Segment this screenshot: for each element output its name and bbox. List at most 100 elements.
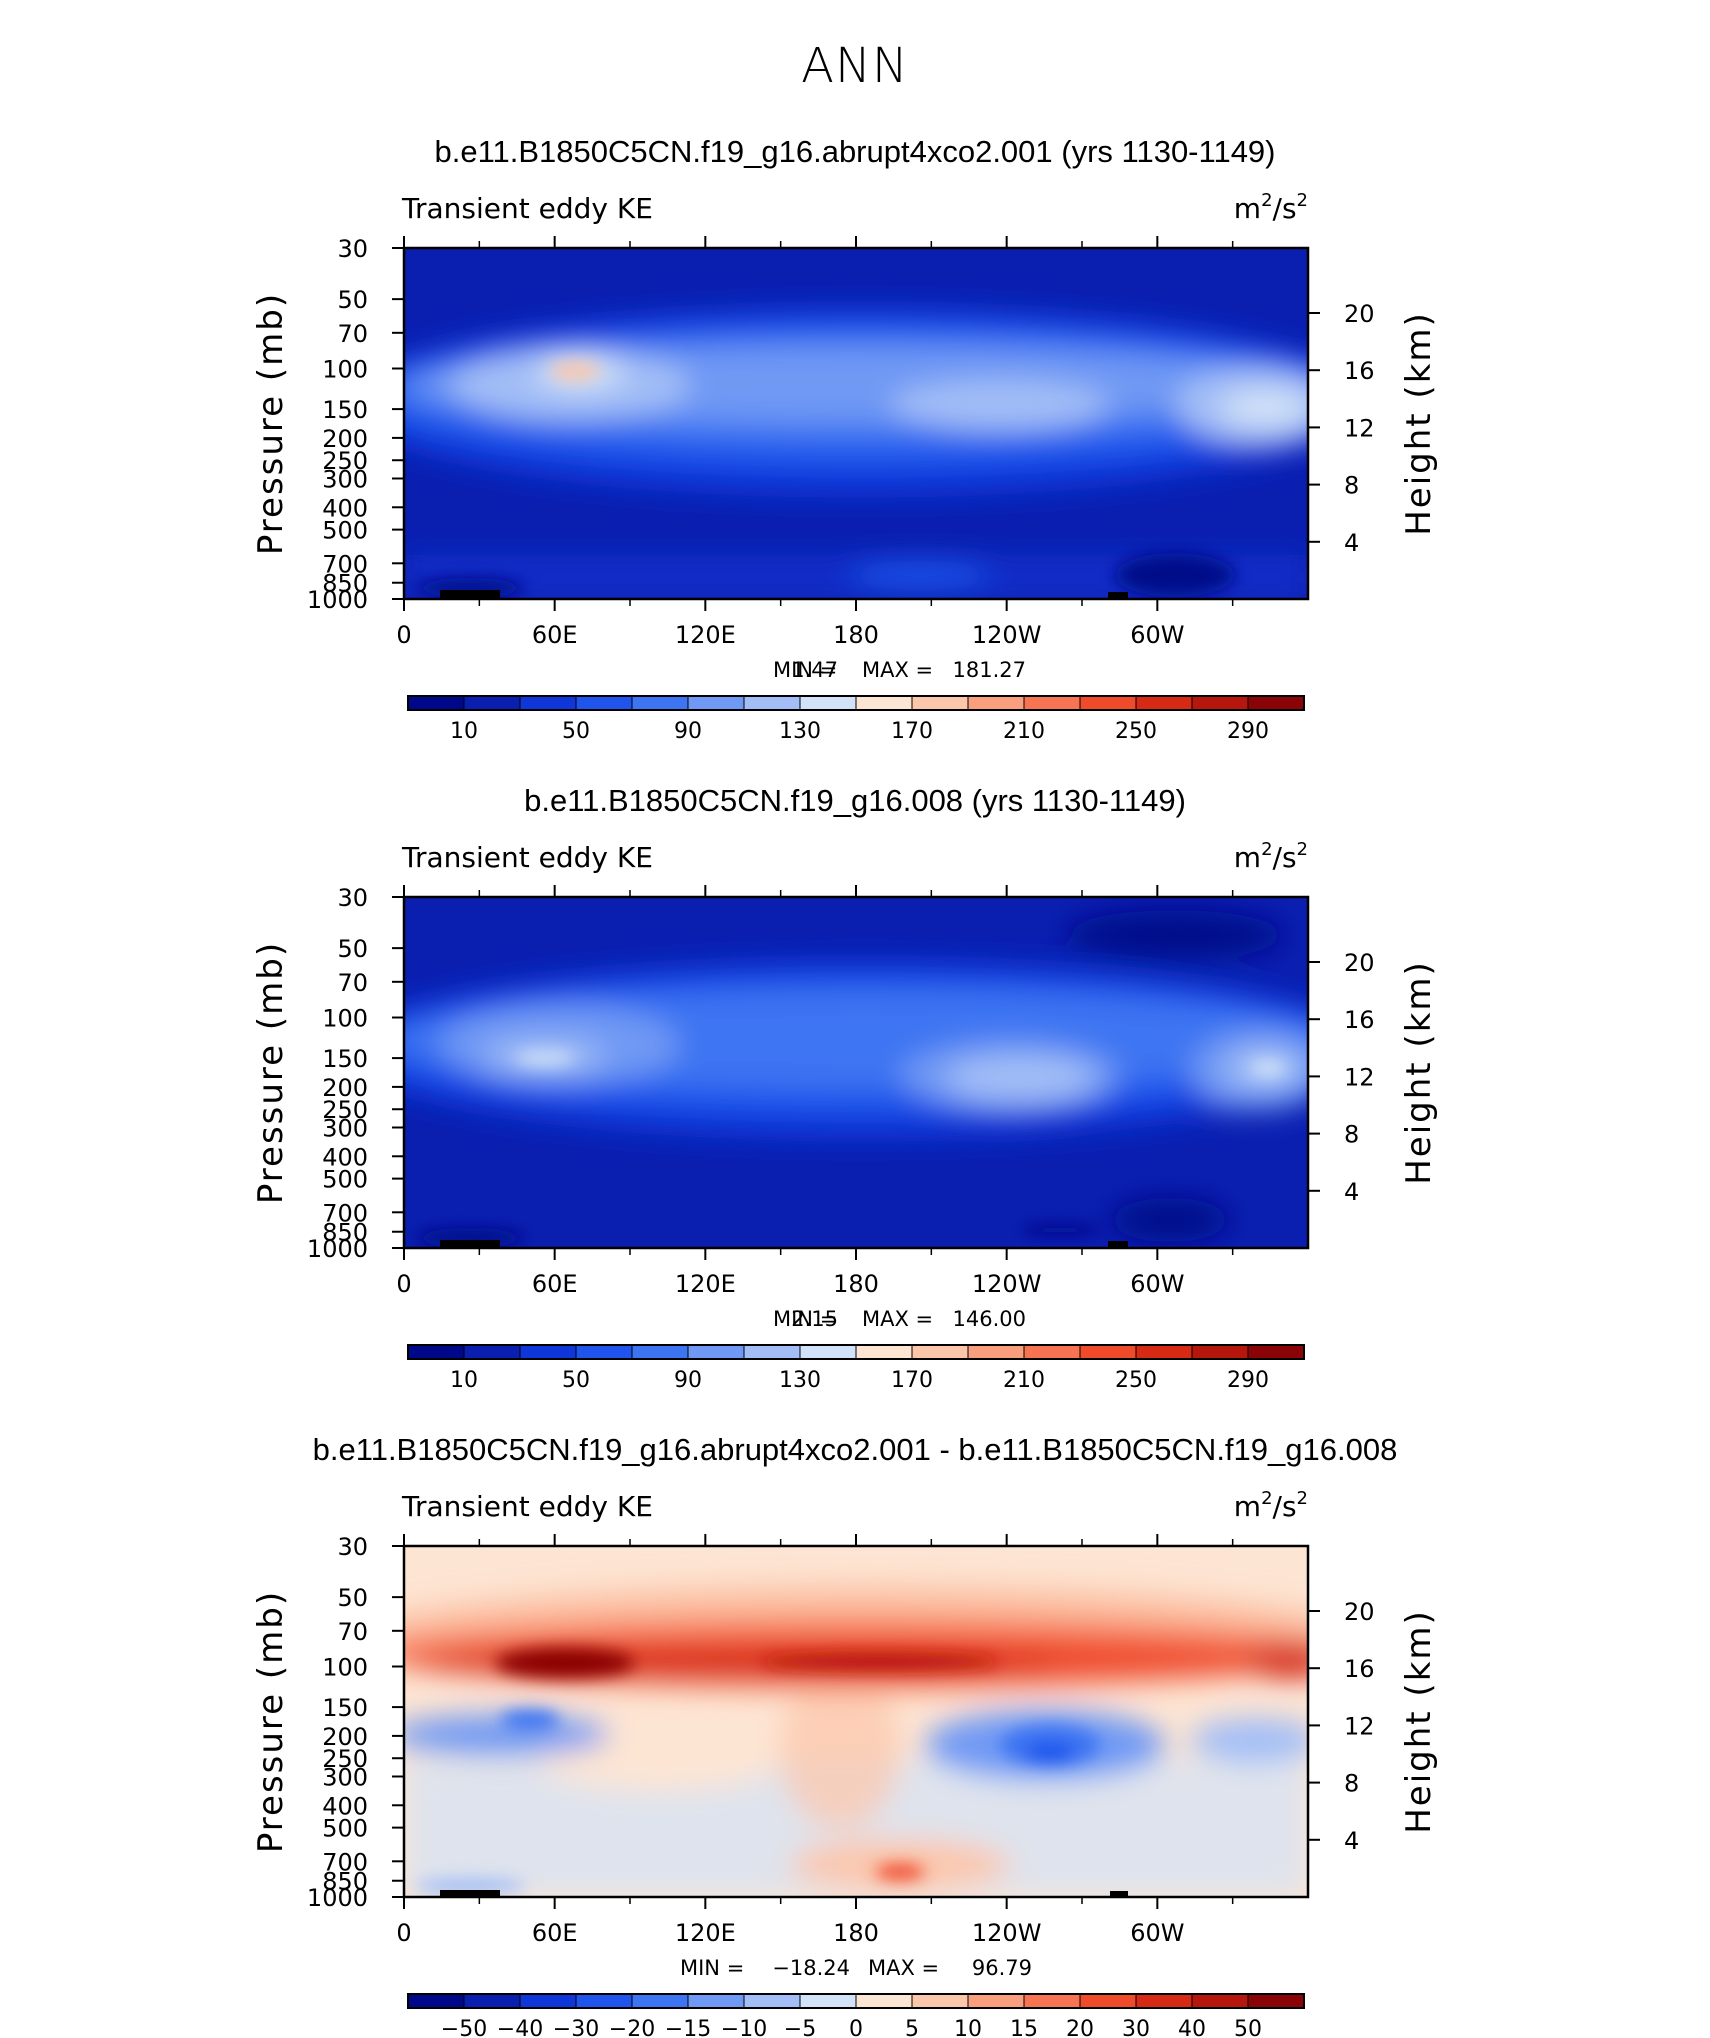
colorbar-label: −30 <box>553 2017 599 2038</box>
colorbar-swatch <box>519 695 577 711</box>
colorbar-swatch <box>967 1344 1025 1360</box>
y-tick-label: 30 <box>337 235 368 263</box>
colorbar-swatch <box>463 1344 521 1360</box>
panel-1-max-label: MAX = <box>862 658 933 682</box>
colorbar-swatch <box>687 1344 745 1360</box>
x-tick-label: 180 <box>833 621 879 649</box>
colorbar-swatch <box>855 1344 913 1360</box>
x-tick-label: 0 <box>396 1270 411 1298</box>
y2-tick-label: 12 <box>1344 1063 1375 1091</box>
colorbar-label: −15 <box>665 2017 711 2038</box>
y-axis-title: Pressure (mb) <box>251 941 291 1204</box>
y2-axis-title: Height (km) <box>1399 960 1439 1185</box>
y-tick-label: 150 <box>322 1045 368 1073</box>
y2-tick-label: 16 <box>1344 1655 1375 1683</box>
panel-2-max-label: MAX = <box>862 1307 933 1331</box>
y2-tick-label: 8 <box>1344 472 1359 500</box>
panel-1-variable-label: Transient eddy KE <box>401 192 653 225</box>
y2-tick-label: 12 <box>1344 414 1375 442</box>
x-tick-label: 0 <box>396 621 411 649</box>
colorbar-swatch <box>1191 1344 1249 1360</box>
colorbar-swatch <box>911 1344 969 1360</box>
panel-2-axes: 0 60E 120E 180 120W 60W3050701001502002503004… <box>251 884 1439 1298</box>
y-tick-label: 1000 <box>307 1884 368 1912</box>
colorbar-swatch <box>407 1993 465 2009</box>
panel-3-axes: 0 60E 120E 180 120W 60W3050701001502002503004… <box>251 1533 1439 1947</box>
panel-3-max-value: 96.79 <box>972 1956 1032 1980</box>
colorbar-swatch <box>1191 1993 1249 2009</box>
panel-3-variable-label: Transient eddy KE <box>401 1490 653 1523</box>
y-tick-label: 100 <box>322 356 368 384</box>
colorbar-swatch <box>967 1993 1025 2009</box>
colorbar-label: 90 <box>674 719 702 744</box>
colorbar-swatch <box>743 1993 801 2009</box>
colorbar-swatch <box>743 1344 801 1360</box>
x-tick-label: 120W <box>972 1270 1042 1298</box>
y2-tick-label: 20 <box>1344 949 1375 977</box>
x-tick-label: 120E <box>675 1270 736 1298</box>
y-tick-label: 100 <box>322 1005 368 1033</box>
y-tick-label: 700 <box>322 1848 368 1876</box>
colorbar-swatch <box>407 1344 465 1360</box>
colorbar-swatch <box>463 1993 521 2009</box>
panel-2: b.e11.B1850C5CN.f19_g16.008 (yrs 1130-11… <box>251 783 1439 1393</box>
colorbar-swatch <box>1247 695 1305 711</box>
colorbar-label: 50 <box>562 1368 590 1393</box>
colorbar-swatch <box>575 1344 633 1360</box>
colorbar-label: 130 <box>779 719 821 744</box>
panel-3: b.e11.B1850C5CN.f19_g16.abrupt4xco2.001 … <box>251 1432 1439 2038</box>
panel-2-min-label: MIN = <box>773 1307 837 1331</box>
x-tick-label: 60E <box>532 621 578 649</box>
colorbar-swatch <box>575 695 633 711</box>
y-tick-label: 850 <box>322 1219 368 1247</box>
panel-3-colorbar: −50 −40 −30 −20 −15 −10 −5 0 5 10 15 20 30 40 50 <box>407 1993 1305 2038</box>
colorbar-label: 10 <box>954 2017 982 2038</box>
panel-2-min-value: 2.15 <box>791 1307 838 1331</box>
x-tick-label: 60W <box>1130 1919 1184 1947</box>
colorbar-label: 30 <box>1122 2017 1150 2038</box>
colorbar-label: 10 <box>450 1368 478 1393</box>
colorbar-swatch <box>575 1993 633 2009</box>
y-tick-label: 400 <box>322 1143 368 1171</box>
colorbar-swatch <box>799 695 857 711</box>
panel-1-units: m2/s2 <box>1234 190 1308 225</box>
colorbar-swatch <box>911 1993 969 2009</box>
panel-3-max-label: MAX = <box>868 1956 939 1980</box>
y-tick-label: 30 <box>337 1533 368 1561</box>
y-tick-label: 100 <box>322 1654 368 1682</box>
colorbar-swatch <box>799 1993 857 2009</box>
y2-axis-title: Height (km) <box>1399 1609 1439 1834</box>
x-tick-label: 120W <box>972 621 1042 649</box>
colorbar-label: 250 <box>1115 719 1157 744</box>
colorbar-swatch <box>855 695 913 711</box>
y-tick-label: 400 <box>322 494 368 522</box>
y-tick-label: 70 <box>337 1618 368 1646</box>
panel-3-title: b.e11.B1850C5CN.f19_g16.abrupt4xco2.001 … <box>313 1432 1398 1467</box>
x-tick-label: 120E <box>675 1919 736 1947</box>
panel-3-min-value: −18.24 <box>772 1956 850 1980</box>
colorbar-swatch <box>1135 1993 1193 2009</box>
y-tick-label: 200 <box>322 1723 368 1751</box>
colorbar-swatch <box>967 695 1025 711</box>
colorbar-swatch <box>519 1993 577 2009</box>
colorbar-label: 5 <box>905 2017 919 2038</box>
y-tick-label: 50 <box>337 1584 368 1612</box>
panel-1-axes: 0 60E 120E 180 120W 60W3050701001502002503004… <box>251 235 1439 649</box>
colorbar-swatch <box>1079 1993 1137 2009</box>
colorbar-label: −50 <box>441 2017 487 2038</box>
colorbar-label: 0 <box>849 2017 863 2038</box>
colorbar-swatch <box>519 1344 577 1360</box>
x-tick-label: 180 <box>833 1919 879 1947</box>
y-tick-label: 150 <box>322 396 368 424</box>
colorbar-swatch <box>1135 1344 1193 1360</box>
y2-tick-label: 8 <box>1344 1770 1359 1798</box>
colorbar-swatch <box>743 695 801 711</box>
panel-2-contour-field <box>404 897 1308 1248</box>
panel-1-contour-field <box>404 248 1308 599</box>
y2-tick-label: 20 <box>1344 300 1375 328</box>
colorbar-swatch <box>1191 695 1249 711</box>
colorbar-label: 210 <box>1003 1368 1045 1393</box>
y2-tick-label: 20 <box>1344 1598 1375 1626</box>
x-tick-label: 60W <box>1130 1270 1184 1298</box>
